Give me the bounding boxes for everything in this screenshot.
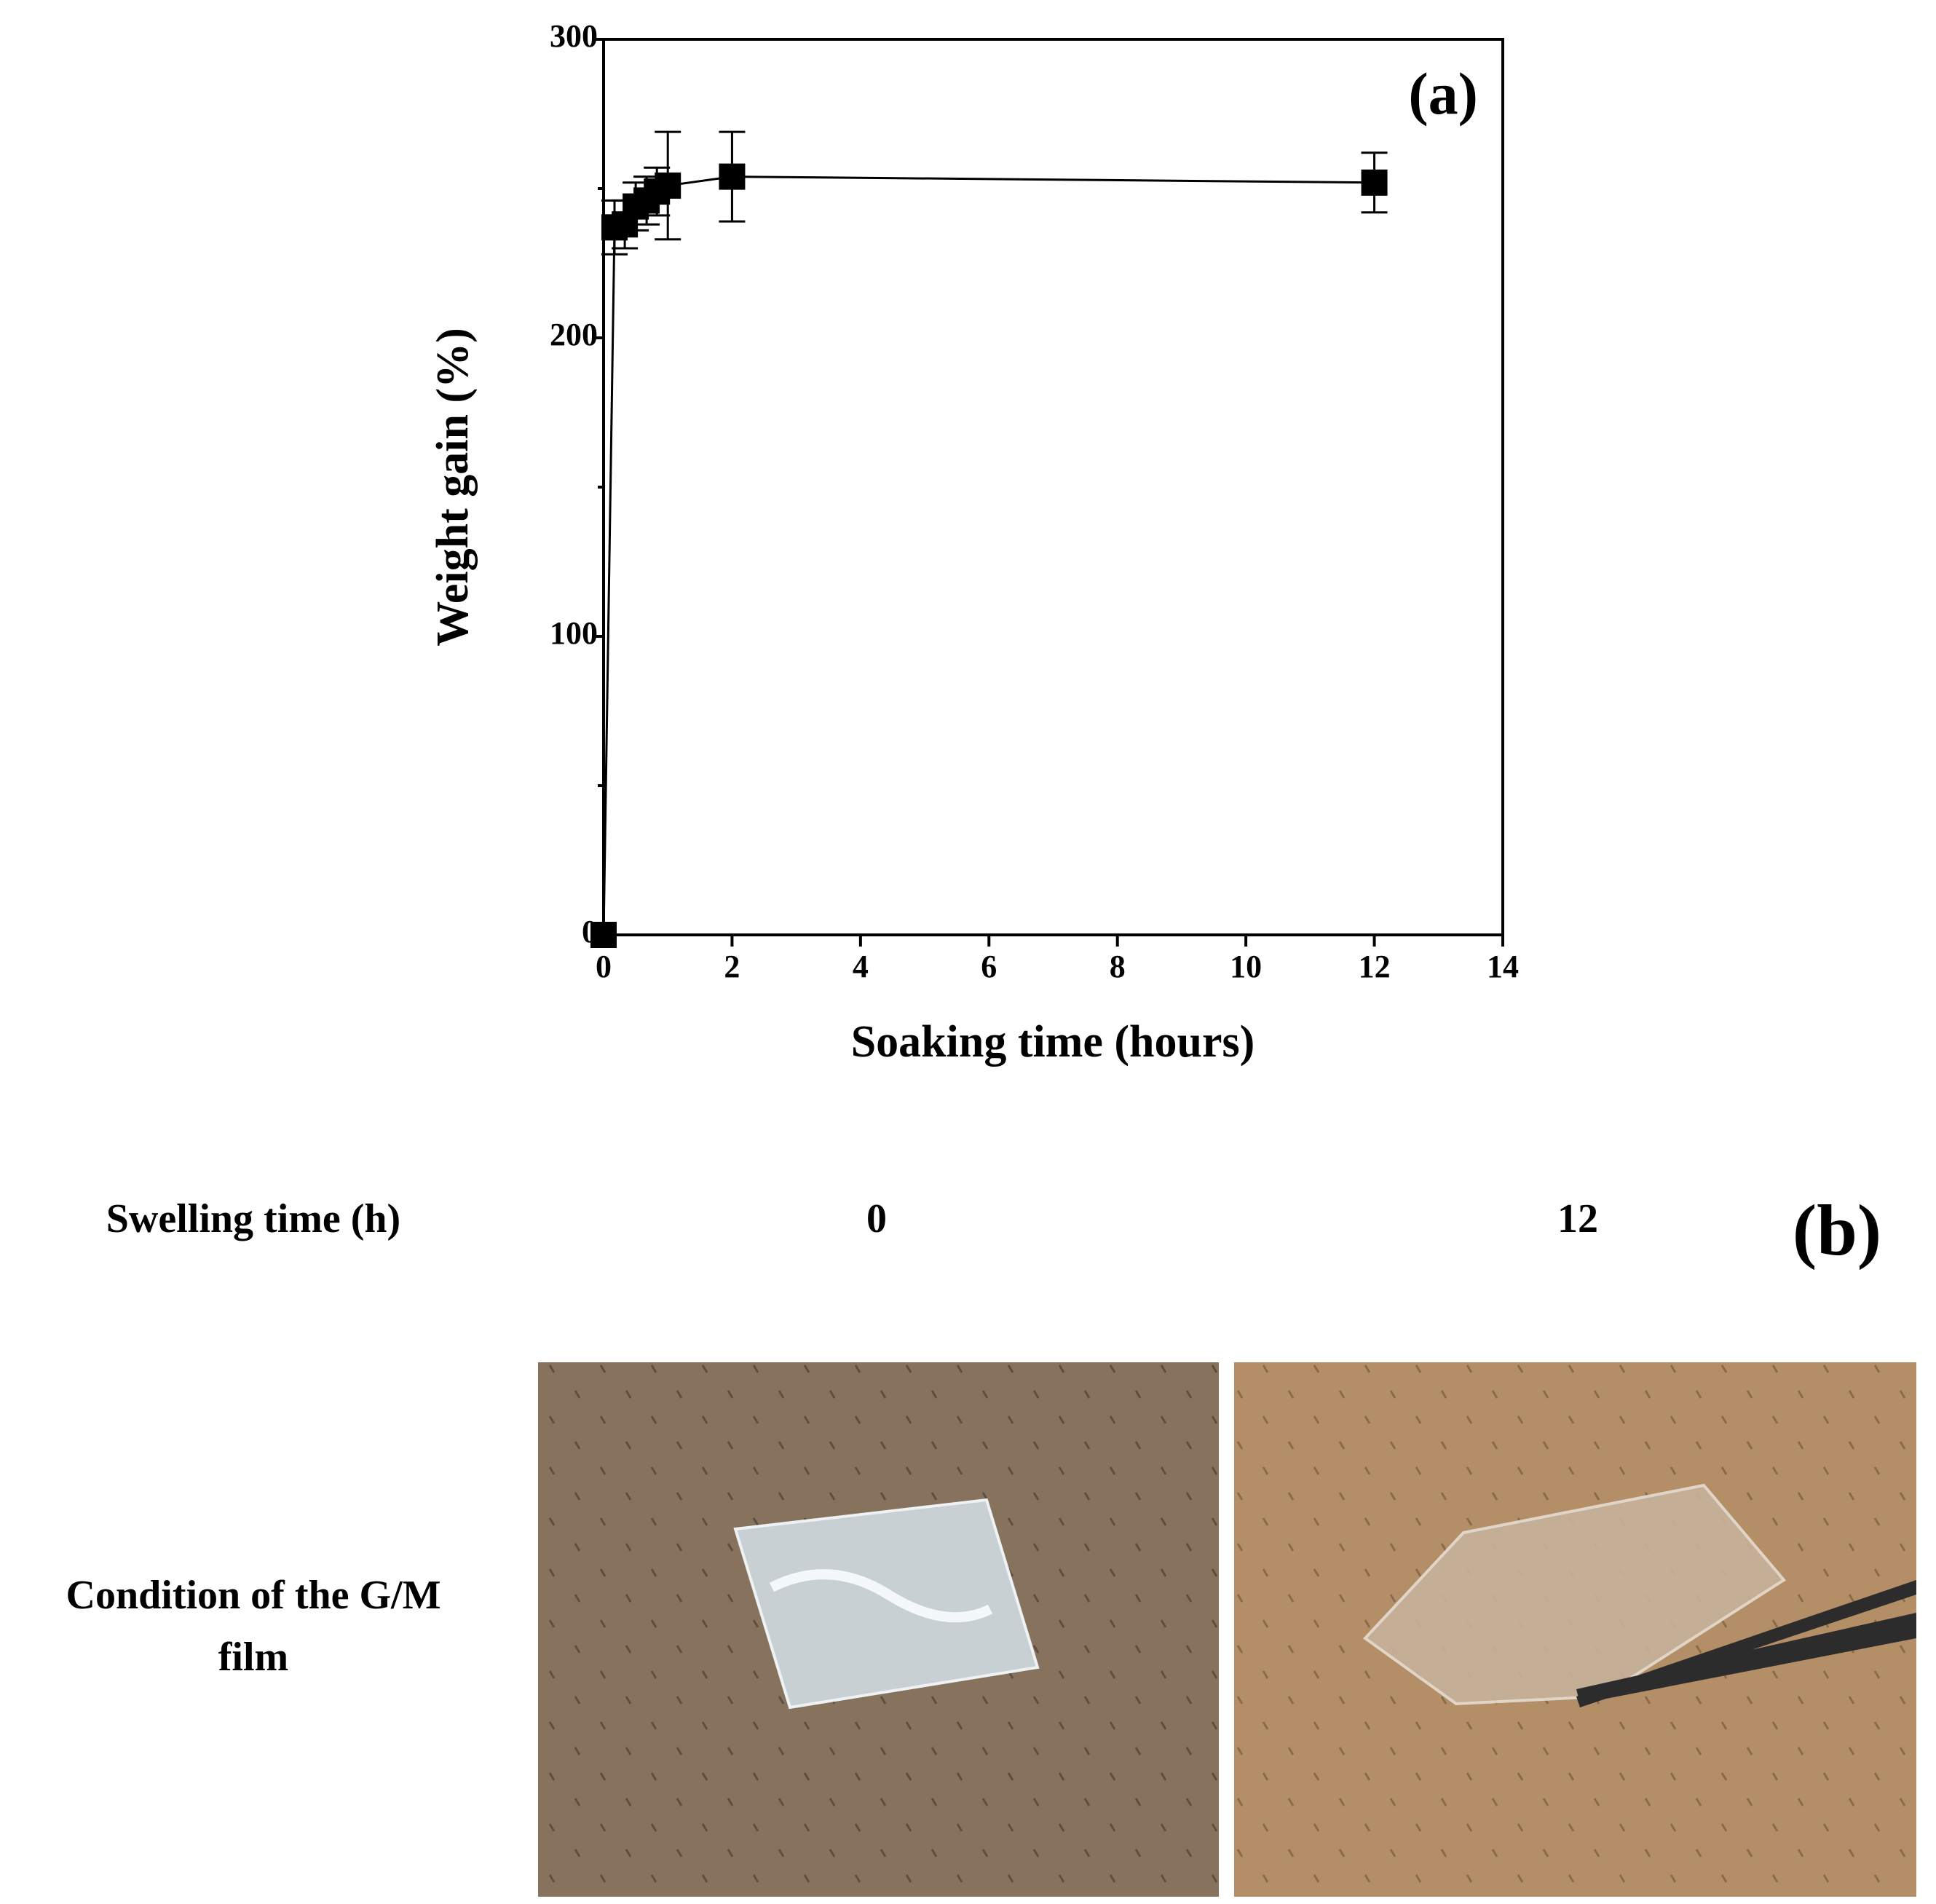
x-tick-label: 12 <box>1359 949 1391 984</box>
row-label: film <box>218 1635 288 1680</box>
x-tick-label: 2 <box>724 949 740 984</box>
time-label: 12 <box>1557 1196 1598 1241</box>
time-label: 0 <box>866 1196 887 1241</box>
x-tick-label: 4 <box>853 949 869 984</box>
marker <box>590 922 617 948</box>
series-line <box>602 175 1375 936</box>
x-tick-label: 10 <box>1230 949 1262 984</box>
y-tick-label: 200 <box>550 317 598 352</box>
x-axis-title: Soaking time (hours) <box>851 1017 1255 1067</box>
row-header: Swelling time (h) <box>106 1196 400 1241</box>
y-tick-label: 100 <box>550 615 598 651</box>
x-tick-label: 0 <box>596 949 612 984</box>
y-axis-title: Weight gain (%) <box>428 328 478 646</box>
row-label: Condition of the G/M <box>66 1573 441 1618</box>
marker <box>719 163 746 190</box>
marker <box>655 172 681 199</box>
x-tick-label: 8 <box>1110 949 1126 984</box>
photo-12h <box>1234 1362 1916 1897</box>
marker <box>1361 169 1388 196</box>
x-tick-label: 14 <box>1487 949 1519 984</box>
y-tick-label: 300 <box>550 18 598 54</box>
photo-0h <box>538 1362 1219 1897</box>
panel-label: (b) <box>1793 1190 1881 1271</box>
panel-label: (a) <box>1408 60 1478 127</box>
x-tick-label: 6 <box>981 949 997 984</box>
